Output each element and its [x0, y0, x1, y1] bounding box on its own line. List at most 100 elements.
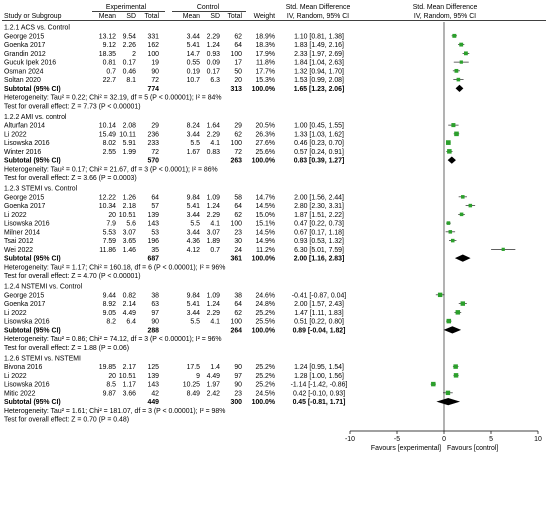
experimental-mean: 11.86 [99, 247, 116, 254]
experimental-sd: 0.17 [123, 60, 137, 67]
experimental-total: 63 [151, 301, 159, 308]
control-sd: 4.1 [210, 319, 220, 326]
study-name: Lisowska 2016 [4, 319, 50, 326]
experimental-group-header: Experimental [106, 4, 147, 11]
study-point-marker [459, 60, 463, 64]
control-total: 64 [234, 203, 242, 210]
experimental-total: 125 [148, 364, 160, 371]
control-total: 62 [234, 212, 242, 219]
subtotal-label: Subtotal (95% CI) [4, 327, 61, 334]
experimental-sd: 5.6 [126, 221, 136, 228]
experimental-sd: 6.4 [126, 319, 136, 326]
study-weight: 14.9% [255, 238, 275, 245]
subtotal-diamond [455, 84, 464, 92]
study-effect-ci: 1.24 [0.95, 1.54] [294, 364, 344, 371]
experimental-sd: 3.66 [123, 390, 137, 397]
study-name: Lisowska 2016 [4, 140, 50, 147]
control-mean: 3.44 [187, 310, 201, 317]
study-effect-ci: 1.87 [1.51, 2.22] [294, 212, 344, 219]
overall-effect-text: Test for overall effect: Z = 1.88 (P = 0… [4, 345, 129, 352]
control-total: 29 [234, 123, 242, 130]
subtotal-experimental-total: 449 [148, 399, 160, 406]
control-total: 90 [234, 382, 242, 389]
subtotal-effect-ci: 1.65 [1.23, 2.06] [294, 86, 345, 93]
study-weight: 24.5% [255, 390, 275, 397]
experimental-sd: 8.1 [126, 77, 136, 84]
study-point-marker [459, 212, 464, 217]
column-header-experimental-mean: Mean [99, 13, 116, 20]
subtotal-weight: 100.0% [252, 327, 275, 334]
control-total: 30 [234, 238, 242, 245]
experimental-mean: 7.59 [103, 238, 117, 245]
x-axis-tick-label: 5 [489, 436, 493, 443]
column-header-experimental-total: Total [144, 13, 159, 20]
study-point-marker [452, 33, 457, 38]
control-total: 100 [231, 221, 243, 228]
control-group-header: Control [197, 4, 220, 11]
experimental-total: 143 [148, 382, 160, 389]
study-point-marker [454, 68, 459, 73]
study-point-marker [453, 364, 458, 369]
experimental-mean: 8.5 [106, 382, 116, 389]
experimental-mean: 22.7 [103, 77, 117, 84]
control-total: 58 [234, 194, 242, 201]
control-mean: 9 [196, 373, 200, 380]
study-point-marker [446, 221, 451, 225]
control-total: 62 [234, 131, 242, 138]
study-effect-ci: 0.67 [0.17, 1.18] [294, 229, 344, 236]
control-total: 50 [234, 68, 242, 75]
subtotal-effect-ci: 0.83 [0.39, 1.27] [294, 158, 345, 165]
experimental-total: 38 [151, 292, 159, 299]
control-sd: 0.09 [207, 60, 221, 67]
subgroup-title: 1.2.1 ACS vs. Control [4, 25, 70, 32]
experimental-mean: 10.34 [99, 203, 116, 210]
experimental-total: 72 [151, 77, 159, 84]
heterogeneity-text: Heterogeneity: Tau² = 1.61; Chi² = 181.0… [4, 408, 225, 415]
column-header-study: Study or Subgroup [4, 13, 62, 20]
control-sd: 4.1 [210, 221, 220, 228]
experimental-mean: 9.44 [103, 292, 117, 299]
subtotal-control-total: 300 [231, 399, 243, 406]
study-name: Gucuk Ipek 2016 [4, 60, 56, 67]
control-mean: 8.24 [187, 123, 201, 130]
experimental-mean: 20 [108, 212, 116, 219]
study-point-marker [501, 247, 505, 251]
subtotal-experimental-total: 288 [148, 327, 160, 334]
study-name: Li 2022 [4, 212, 27, 219]
study-weight: 18.3% [255, 42, 275, 49]
control-mean: 14.7 [187, 51, 201, 58]
plot-effect-method-header: IV, Random, 95% CI [414, 13, 476, 20]
study-effect-ci: 2.80 [2.30, 3.31] [294, 203, 344, 210]
subgroup-title: 1.2.2 AMI vs. control [4, 114, 67, 121]
control-sd: 0.93 [207, 51, 221, 58]
study-weight: 18.9% [255, 33, 275, 40]
effect-method-header: IV, Random, 95% CI [287, 13, 349, 20]
study-effect-ci: 1.53 [0.99, 2.08] [294, 77, 344, 84]
study-name: Grandin 2012 [4, 51, 46, 58]
subgroup-title: 1.2.4 NSTEMI vs. Control [4, 284, 83, 291]
subtotal-experimental-total: 570 [148, 158, 160, 165]
overall-effect-text: Test for overall effect: Z = 4.70 (P < 0… [4, 273, 141, 280]
experimental-total: 29 [151, 123, 159, 130]
x-axis-tick-label: -10 [345, 436, 355, 443]
column-header-weight: Weight [254, 13, 275, 20]
study-point-marker [456, 77, 461, 82]
experimental-total: 53 [151, 229, 159, 236]
control-sd: 1.09 [207, 194, 221, 201]
favours-experimental-label: Favours [experimental] [371, 445, 441, 452]
control-sd: 1.97 [207, 382, 221, 389]
study-effect-ci: 1.83 [1.49, 2.16] [294, 42, 344, 49]
experimental-total: 233 [148, 140, 160, 147]
study-weight: 11.2% [256, 247, 275, 254]
study-name: Soltan 2020 [4, 77, 41, 84]
study-weight: 26.3% [255, 131, 275, 138]
experimental-total: 57 [151, 203, 159, 210]
experimental-total: 42 [151, 390, 159, 397]
experimental-mean: 0.81 [103, 60, 117, 67]
study-weight: 27.6% [255, 140, 275, 147]
subtotal-label: Subtotal (95% CI) [4, 256, 61, 263]
experimental-total: 90 [151, 319, 159, 326]
study-effect-ci: 1.33 [1.03, 1.62] [294, 131, 344, 138]
study-weight: 15.0% [255, 212, 275, 219]
control-total: 90 [234, 364, 242, 371]
